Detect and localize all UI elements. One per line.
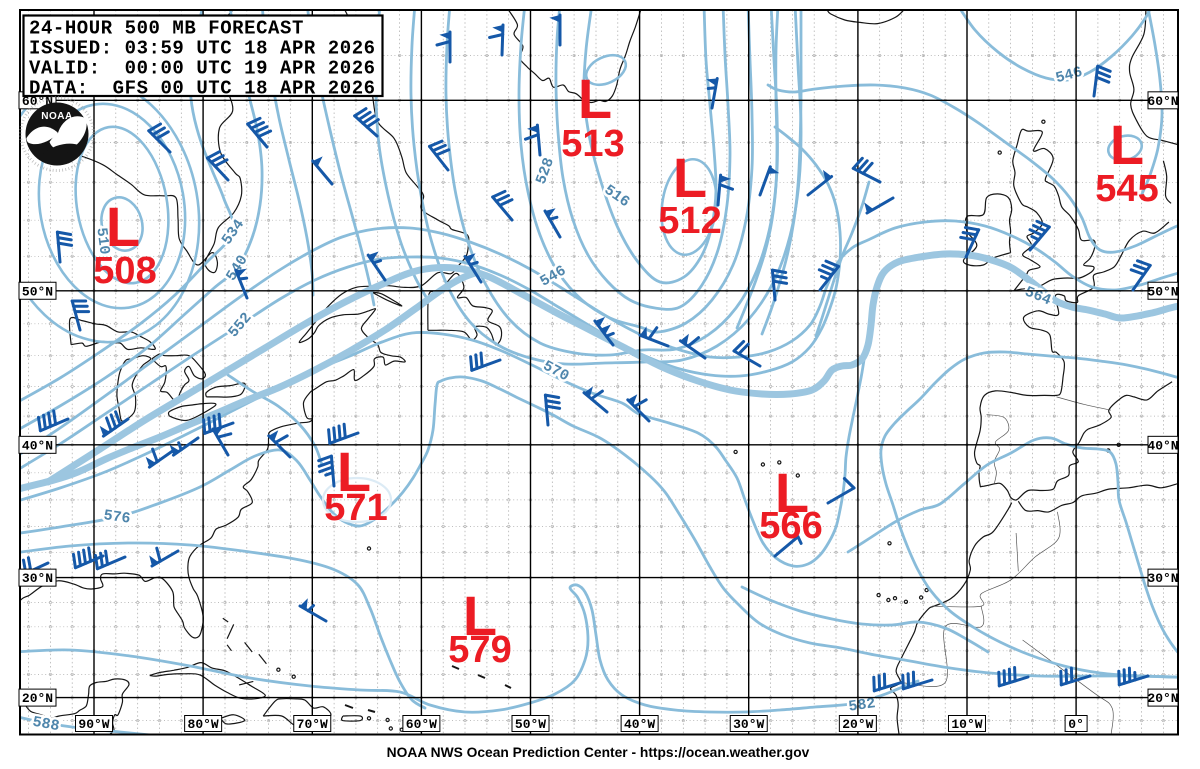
- svg-text:60°W: 60°W: [406, 717, 437, 732]
- svg-text:40°N: 40°N: [1147, 438, 1178, 453]
- svg-text:90°W: 90°W: [78, 717, 109, 732]
- svg-text:80°W: 80°W: [188, 717, 219, 732]
- svg-text:60°N: 60°N: [1147, 94, 1178, 109]
- svg-text:571: 571: [324, 487, 387, 529]
- svg-text:50°N: 50°N: [22, 284, 53, 299]
- svg-text:508: 508: [93, 250, 156, 292]
- svg-text:40°W: 40°W: [624, 717, 655, 732]
- svg-text:512: 512: [658, 200, 721, 242]
- svg-text:30°N: 30°N: [22, 571, 53, 586]
- svg-text:DATA: GFS 00 UTC 18 APR 2026: DATA: GFS 00 UTC 18 APR 2026: [29, 78, 376, 100]
- svg-text:VALID: 00:00 UTC 19 APR 2026: VALID: 00:00 UTC 19 APR 2026: [29, 58, 376, 80]
- svg-text:L: L: [106, 195, 140, 258]
- svg-text:10°W: 10°W: [951, 717, 982, 732]
- svg-text:L: L: [578, 67, 612, 130]
- svg-text:70°W: 70°W: [297, 717, 328, 732]
- svg-text:40°N: 40°N: [22, 438, 53, 453]
- svg-text:50°W: 50°W: [515, 717, 546, 732]
- svg-text:545: 545: [1095, 168, 1158, 210]
- svg-text:566: 566: [759, 505, 822, 547]
- svg-text:513: 513: [561, 123, 624, 165]
- svg-text:NOAA NWS Ocean Prediction Cent: NOAA NWS Ocean Prediction Center - https…: [387, 745, 810, 760]
- svg-text:30°W: 30°W: [733, 717, 764, 732]
- svg-text:30°N: 30°N: [1147, 571, 1178, 586]
- svg-text:20°N: 20°N: [1147, 691, 1178, 706]
- svg-text:579: 579: [448, 629, 511, 671]
- svg-text:L: L: [1110, 113, 1144, 176]
- svg-text:50°N: 50°N: [1147, 284, 1178, 299]
- svg-text:ISSUED: 03:59 UTC 18 APR 2026: ISSUED: 03:59 UTC 18 APR 2026: [29, 38, 376, 60]
- svg-text:20°W: 20°W: [842, 717, 873, 732]
- svg-text:24-HOUR 500 MB FORECAST: 24-HOUR 500 MB FORECAST: [29, 18, 304, 40]
- svg-text:20°N: 20°N: [22, 691, 53, 706]
- svg-text:0°: 0°: [1068, 717, 1084, 732]
